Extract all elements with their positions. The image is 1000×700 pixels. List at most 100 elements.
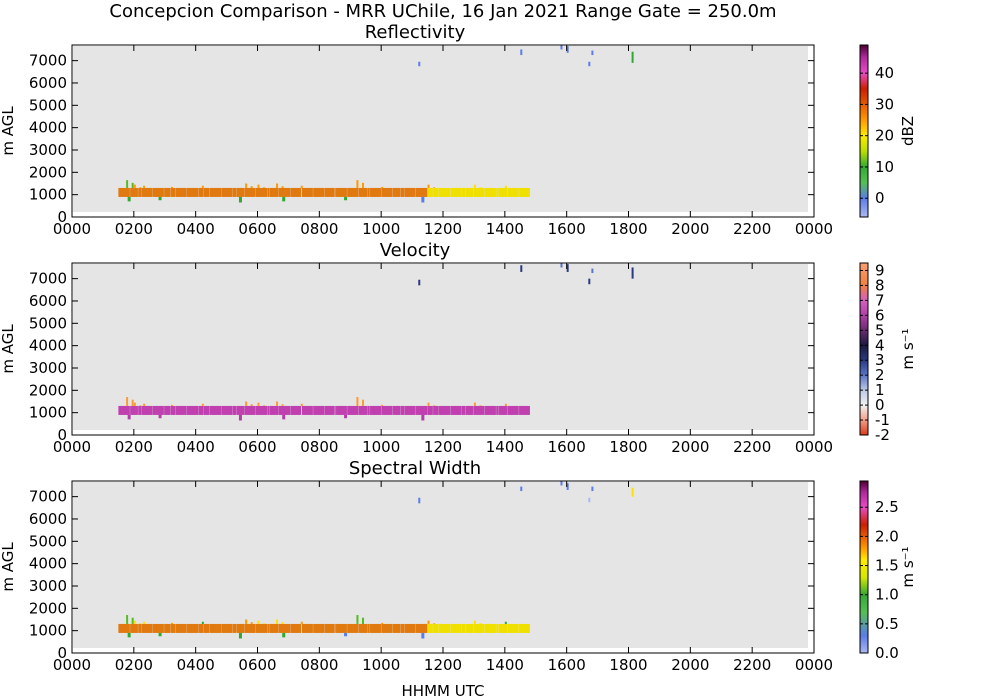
data-cell xyxy=(136,187,138,197)
data-cell xyxy=(119,623,121,633)
data-cell xyxy=(456,405,458,415)
data-cell xyxy=(524,623,526,633)
data-cell xyxy=(503,187,505,197)
data-cell xyxy=(284,405,286,415)
data-cell xyxy=(483,623,485,633)
data-cell xyxy=(425,187,427,197)
data-cell xyxy=(526,405,528,415)
data-cell xyxy=(306,187,308,197)
data-cell xyxy=(255,405,257,415)
data-cell xyxy=(179,187,181,197)
data-cell xyxy=(263,187,265,197)
data-spike xyxy=(263,405,266,406)
data-cell xyxy=(286,405,288,415)
data-cell xyxy=(148,623,150,633)
data-cell xyxy=(320,405,322,415)
x-tick-label: 2200 xyxy=(733,656,771,674)
y-tick-label: 2000 xyxy=(29,163,67,181)
data-cell xyxy=(455,405,457,415)
data-cell xyxy=(222,187,224,197)
data-cell xyxy=(169,405,171,415)
data-cell xyxy=(366,187,368,197)
x-tick-label: 1600 xyxy=(548,656,586,674)
data-streak xyxy=(418,61,421,67)
data-cell xyxy=(154,623,156,633)
data-cell xyxy=(188,187,190,197)
data-cell xyxy=(145,187,147,197)
data-cell xyxy=(445,187,447,197)
data-cell xyxy=(246,623,248,633)
data-streak xyxy=(631,51,634,63)
data-cell xyxy=(330,623,332,633)
data-cell xyxy=(270,405,272,415)
data-cell xyxy=(172,187,174,197)
data-cell xyxy=(272,405,274,415)
data-cell xyxy=(256,187,258,197)
data-cell xyxy=(374,187,376,197)
data-cell xyxy=(329,623,331,633)
data-cell xyxy=(526,623,528,633)
data-cell xyxy=(375,623,377,633)
data-cell xyxy=(527,187,529,197)
data-cell xyxy=(326,405,328,415)
data-cell xyxy=(138,187,140,197)
data-cell xyxy=(436,405,438,415)
data-cell xyxy=(319,623,321,633)
data-cell xyxy=(526,187,528,197)
data-cell xyxy=(148,623,150,633)
data-cell xyxy=(487,187,489,197)
data-cell xyxy=(168,623,170,633)
data-cell xyxy=(151,405,153,415)
x-tick-label: 0600 xyxy=(238,220,276,238)
data-cell xyxy=(362,405,364,415)
data-spike xyxy=(427,620,430,624)
data-cell xyxy=(499,187,501,197)
data-cell xyxy=(454,405,456,415)
data-cell xyxy=(361,187,363,197)
data-cell xyxy=(447,623,449,633)
data-cell xyxy=(347,405,349,415)
data-cell xyxy=(240,623,242,633)
data-cell xyxy=(443,623,444,633)
data-cell xyxy=(471,623,473,633)
data-cell xyxy=(162,623,164,633)
data-cell xyxy=(306,187,308,197)
data-cell xyxy=(378,623,380,633)
data-cell xyxy=(476,405,478,415)
data-cell xyxy=(327,187,329,197)
data-cell xyxy=(220,623,222,633)
data-cell xyxy=(392,623,394,633)
data-cell xyxy=(240,187,242,197)
data-cell xyxy=(402,187,404,197)
data-cell xyxy=(253,405,255,415)
data-cell xyxy=(153,405,155,415)
data-cell xyxy=(494,405,496,415)
data-cell xyxy=(359,405,361,415)
data-cell xyxy=(180,623,182,633)
data-cell xyxy=(379,187,381,197)
data-cell xyxy=(421,623,423,633)
data-cell xyxy=(263,623,265,633)
data-cell xyxy=(251,623,253,633)
data-cell xyxy=(222,405,224,415)
data-cell xyxy=(438,623,440,633)
data-drop xyxy=(238,414,242,421)
data-cell xyxy=(456,187,458,197)
data-cell xyxy=(227,187,229,197)
data-cell xyxy=(411,405,413,415)
data-cell xyxy=(268,187,270,197)
data-cell xyxy=(187,405,189,415)
data-cell xyxy=(180,623,182,633)
data-cell xyxy=(419,187,421,197)
data-cell xyxy=(390,405,392,415)
data-cell xyxy=(517,187,519,197)
data-cell xyxy=(289,187,291,197)
data-cell xyxy=(245,623,247,633)
data-cell xyxy=(258,187,260,197)
data-cell xyxy=(240,187,242,197)
data-cell xyxy=(349,623,351,633)
data-cell xyxy=(276,187,278,197)
data-spike xyxy=(170,186,173,188)
data-cell xyxy=(310,187,312,197)
data-cell xyxy=(249,405,251,415)
